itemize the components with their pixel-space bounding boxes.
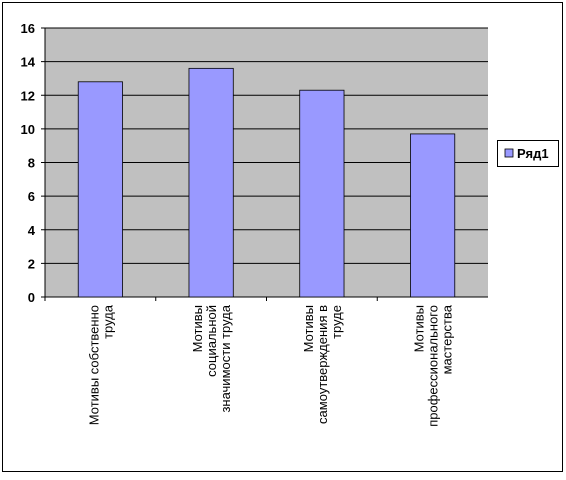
bar: [299, 89, 345, 298]
y-tick-label: 4: [28, 223, 36, 238]
y-tick-label: 6: [28, 189, 35, 204]
y-tick-label: 2: [28, 256, 35, 271]
y-tick-label: 16: [21, 21, 35, 36]
x-tick-group: Мотивысамоутверждения втруде: [301, 305, 344, 424]
y-tick-label: 14: [21, 55, 36, 70]
bar: [77, 81, 123, 298]
y-tick-label: 12: [21, 88, 35, 103]
bar: [188, 67, 234, 298]
x-tick-label: Мотивысоциальнойзначимости труда: [190, 304, 233, 412]
legend-box: [497, 140, 559, 167]
x-tick-label: Мотивыпрофессиональногомастерства: [412, 304, 455, 427]
legend-label: Ряд1: [517, 146, 549, 161]
y-tick-label: 8: [28, 156, 35, 171]
legend-marker: [504, 148, 514, 158]
x-tick-group: Мотивысоциальнойзначимости труда: [190, 304, 233, 412]
y-tick-label: 0: [28, 290, 35, 305]
x-tick-label: Мотивысамоутверждения втруде: [301, 305, 344, 424]
x-tick-label: Мотивы собственнотруда: [86, 304, 115, 425]
x-tick-group: Мотивы собственнотруда: [86, 304, 115, 425]
y-tick-label: 10: [21, 122, 35, 137]
x-tick-group: Мотивыпрофессиональногомастерства: [412, 304, 455, 427]
bar: [410, 133, 456, 298]
